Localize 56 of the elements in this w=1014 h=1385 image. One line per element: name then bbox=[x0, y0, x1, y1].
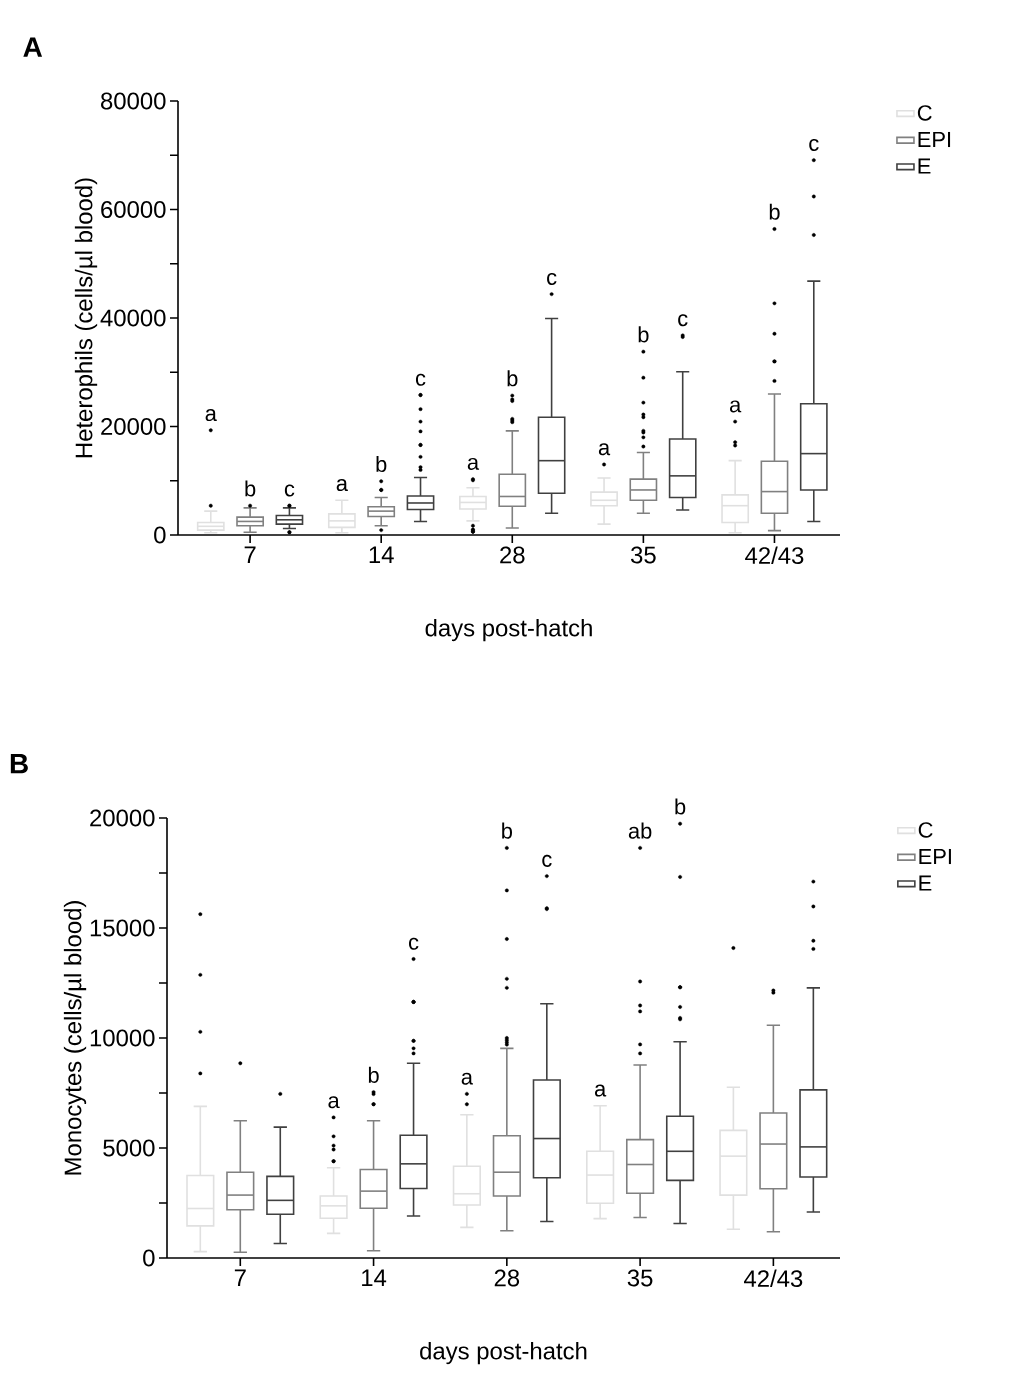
annotation: a bbox=[205, 409, 217, 422]
annotation: b bbox=[638, 326, 649, 343]
legend-label: E bbox=[919, 875, 932, 891]
annotation: c bbox=[678, 314, 688, 327]
y-tick-label: 0 bbox=[143, 1249, 155, 1267]
legend-label: EPI bbox=[918, 131, 951, 148]
y-tick-label: 40000 bbox=[100, 309, 166, 327]
annotation: c bbox=[809, 138, 819, 151]
x-axis-title: days post-hatch bbox=[425, 618, 592, 642]
annotation: c bbox=[415, 373, 426, 386]
x-tick-label: 42/43 bbox=[745, 546, 804, 565]
annotation: a bbox=[729, 400, 742, 413]
x-tick-label: 14 bbox=[369, 546, 394, 563]
y-tick-label: 80000 bbox=[101, 92, 166, 110]
annotation: b bbox=[376, 455, 387, 473]
y-tick-label: 60000 bbox=[101, 201, 166, 218]
y-tick-label: 20000 bbox=[90, 809, 155, 827]
y-tick-label: 0 bbox=[154, 526, 166, 544]
annotation: b bbox=[769, 203, 780, 220]
legend-label: C bbox=[918, 822, 933, 838]
y-tick-label: 20000 bbox=[101, 418, 166, 435]
annotation: b bbox=[245, 480, 256, 497]
x-tick-label: 28 bbox=[500, 546, 525, 564]
annotation: c bbox=[542, 854, 552, 867]
annotation: a bbox=[328, 1096, 340, 1109]
text: b bbox=[675, 798, 686, 815]
y-tick-label: 10000 bbox=[90, 1029, 155, 1047]
annotation: a bbox=[467, 457, 480, 470]
x-tick-label: 28 bbox=[494, 1269, 520, 1287]
legend-label: E bbox=[918, 158, 931, 174]
annotation: c bbox=[409, 937, 419, 950]
annotation: a bbox=[461, 1072, 473, 1085]
annotation: c bbox=[284, 484, 295, 497]
x-tick-label: 14 bbox=[362, 1269, 387, 1286]
chart-title: A bbox=[23, 37, 43, 57]
x-axis-title: days post-hatch bbox=[420, 1341, 587, 1365]
annotation: b bbox=[368, 1066, 379, 1083]
y-axis-title: Monocytes (cells/µl blood) bbox=[63, 901, 87, 1175]
legend-label: EPI bbox=[919, 848, 951, 865]
y-axis-title: Heterophils (cells/µl blood) bbox=[74, 178, 98, 458]
annotation: a bbox=[594, 1084, 607, 1097]
y-tick-label: 5000 bbox=[103, 1139, 155, 1157]
annotation: a bbox=[598, 443, 611, 456]
y-tick-label: 15000 bbox=[90, 919, 155, 937]
legend-label: C bbox=[917, 105, 932, 121]
x-tick-label: 42/43 bbox=[744, 1269, 803, 1288]
annotation: c bbox=[547, 272, 557, 285]
chart-title: B bbox=[10, 754, 28, 774]
annotation: a bbox=[336, 479, 348, 492]
x-tick-label: 7 bbox=[244, 546, 256, 563]
x-tick-label: 35 bbox=[630, 546, 656, 564]
x-tick-label: 35 bbox=[627, 1269, 653, 1287]
annotation: b bbox=[507, 370, 518, 387]
annotation: b bbox=[502, 822, 513, 839]
x-tick-label: 7 bbox=[234, 1269, 246, 1286]
annotation: ab bbox=[628, 822, 652, 839]
